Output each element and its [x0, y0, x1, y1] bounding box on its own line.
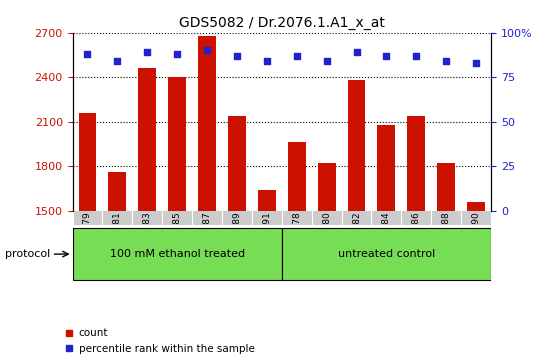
- Point: [352, 49, 361, 55]
- Text: GSM1176783: GSM1176783: [143, 211, 152, 272]
- Text: GSM1176781: GSM1176781: [113, 211, 122, 272]
- Text: GSM1176787: GSM1176787: [203, 211, 211, 272]
- Point: [382, 53, 391, 59]
- Title: GDS5082 / Dr.2076.1.A1_x_at: GDS5082 / Dr.2076.1.A1_x_at: [179, 16, 384, 30]
- Bar: [108, 172, 126, 211]
- Text: GSM1176788: GSM1176788: [442, 211, 451, 272]
- Text: untreated control: untreated control: [338, 249, 435, 259]
- Text: GSM1176782: GSM1176782: [352, 211, 361, 272]
- Text: GSM1176785: GSM1176785: [172, 211, 182, 272]
- Bar: [407, 116, 425, 211]
- Point: [173, 51, 182, 57]
- Point: [233, 53, 242, 59]
- Bar: [467, 201, 485, 211]
- Bar: [198, 36, 216, 211]
- Bar: [168, 77, 186, 211]
- FancyBboxPatch shape: [282, 228, 491, 280]
- Text: 100 mM ethanol treated: 100 mM ethanol treated: [109, 249, 245, 259]
- Text: GSM1176784: GSM1176784: [382, 211, 391, 272]
- Legend: count, percentile rank within the sample: count, percentile rank within the sample: [61, 324, 259, 358]
- Bar: [138, 68, 156, 211]
- Bar: [437, 163, 455, 211]
- Text: GSM1176780: GSM1176780: [322, 211, 331, 272]
- Point: [442, 58, 451, 64]
- Bar: [228, 116, 246, 211]
- Point: [412, 53, 421, 59]
- Bar: [318, 163, 335, 211]
- Bar: [258, 190, 276, 211]
- Point: [322, 58, 331, 64]
- FancyBboxPatch shape: [73, 228, 282, 280]
- Bar: [377, 125, 396, 211]
- Point: [83, 51, 92, 57]
- Text: GSM1176790: GSM1176790: [472, 211, 480, 272]
- Text: GSM1176779: GSM1176779: [83, 211, 92, 272]
- Bar: [288, 142, 306, 211]
- Text: protocol: protocol: [5, 249, 50, 259]
- Point: [262, 58, 271, 64]
- Bar: [348, 80, 365, 211]
- Text: GSM1176791: GSM1176791: [262, 211, 271, 272]
- Point: [472, 60, 480, 66]
- Text: GSM1176789: GSM1176789: [233, 211, 242, 272]
- Point: [143, 49, 152, 55]
- Bar: [79, 113, 97, 211]
- Text: GSM1176778: GSM1176778: [292, 211, 301, 272]
- Point: [113, 58, 122, 64]
- Point: [203, 48, 211, 53]
- Text: GSM1176786: GSM1176786: [412, 211, 421, 272]
- Point: [292, 53, 301, 59]
